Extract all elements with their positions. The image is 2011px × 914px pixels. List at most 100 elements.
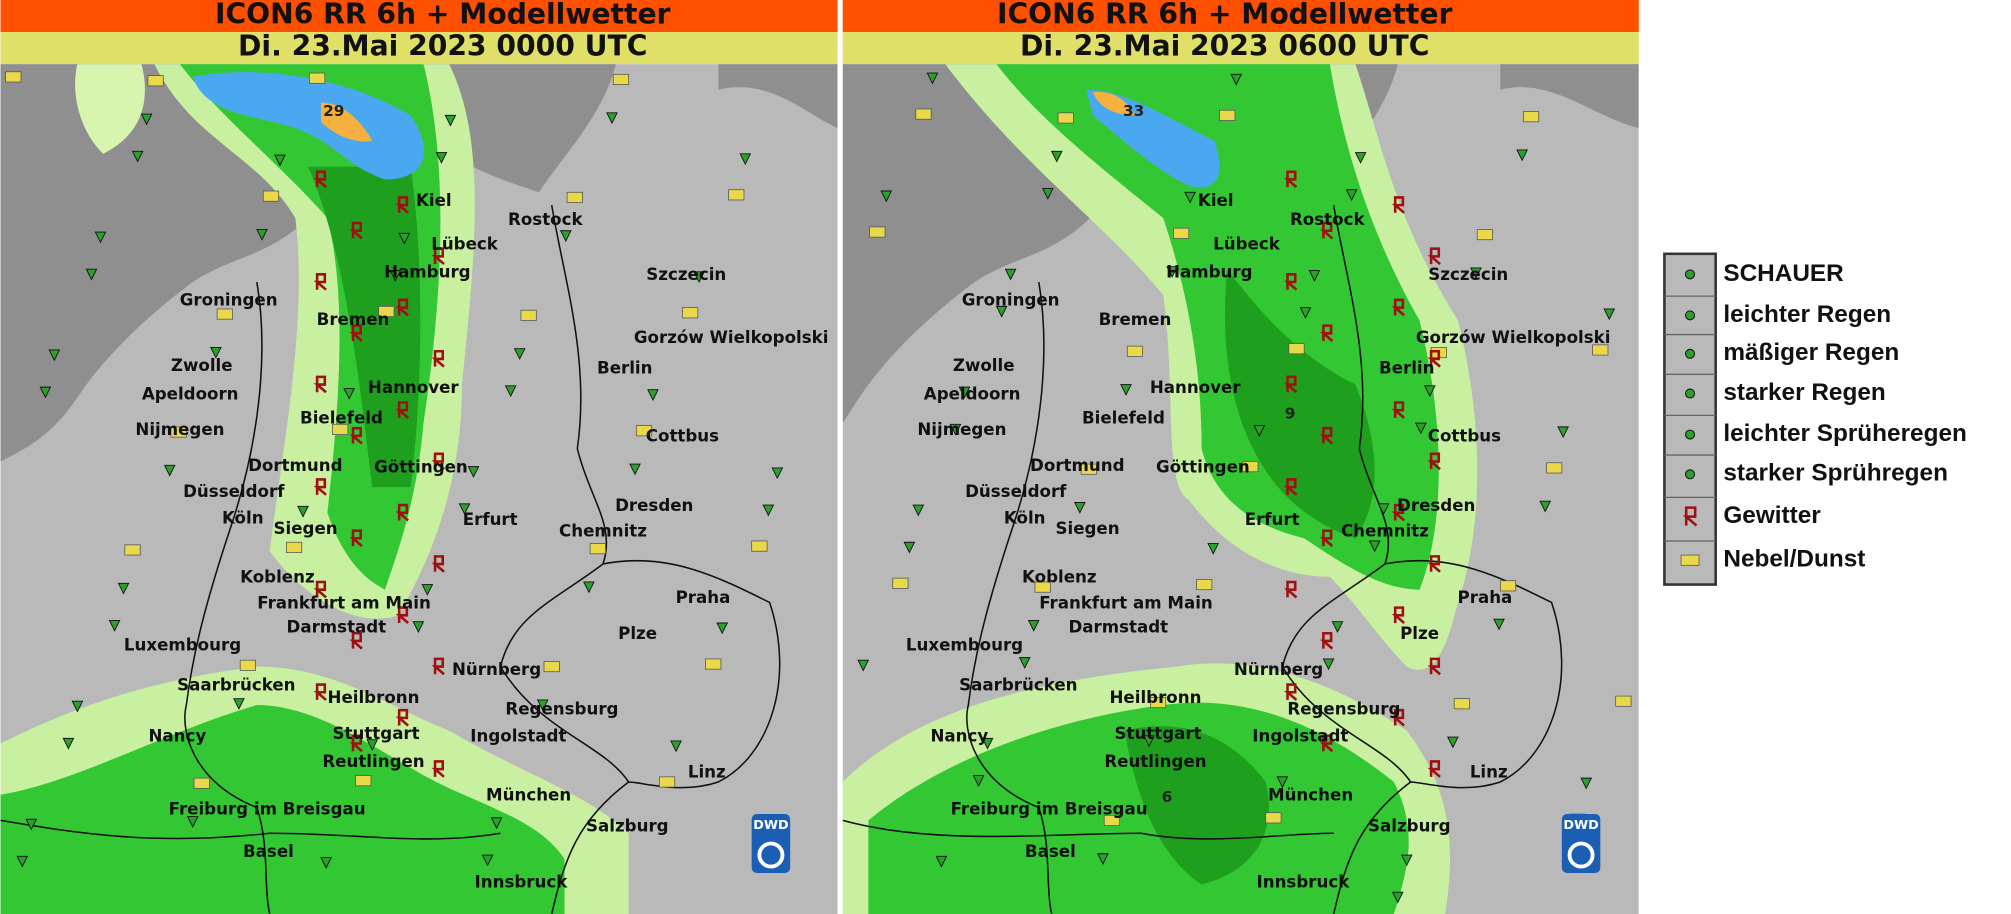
fog-symbol: [5, 71, 22, 83]
shower-symbol: [771, 467, 784, 480]
precip-light: [75, 64, 145, 154]
city-label: Hamburg: [384, 263, 470, 282]
legend-icon: [1685, 269, 1696, 280]
shower-symbol: [912, 504, 925, 517]
shower-symbol: [1184, 191, 1196, 204]
city-label: Groningen: [962, 291, 1060, 310]
shower-symbol: [140, 113, 153, 126]
shower-symbol: [1377, 503, 1390, 516]
city-label: Düsseldorf: [183, 482, 285, 501]
shower-symbol: [647, 389, 659, 401]
city-label: Ingolstadt: [1252, 727, 1348, 746]
max-value-label: 6: [1162, 788, 1173, 806]
precip-heavy: [1124, 726, 1269, 885]
shower-symbol: [117, 582, 130, 595]
shower-symbol: [209, 346, 222, 359]
panel-separator: [837, 0, 843, 914]
dwd-logo-text: DWD: [753, 818, 788, 833]
city-label: Luxembourg: [906, 636, 1023, 655]
border-line: [1384, 559, 1563, 789]
sea: [423, 64, 838, 193]
max-value-label: 33: [1123, 102, 1144, 120]
shower-symbol: [458, 503, 471, 516]
shower-symbol: [343, 387, 356, 400]
legend-label: leichter Regen: [1723, 301, 1891, 328]
thunder-symbol: [395, 503, 409, 522]
city-label: Nürnberg: [452, 660, 541, 679]
city-label: Rostock: [508, 210, 583, 229]
city-label: Reutlingen: [322, 752, 424, 771]
city-label: München: [1268, 786, 1353, 805]
shower-symbol: [926, 72, 939, 85]
shower-symbol: [481, 854, 494, 867]
legend-icon: [1685, 388, 1696, 399]
shower-symbol: [536, 699, 549, 712]
fog-symbol: [170, 426, 187, 438]
shower-symbol: [1027, 619, 1040, 632]
shower-symbol: [94, 231, 107, 244]
shower-symbol: [1345, 189, 1358, 201]
thunder-symbol: [1427, 349, 1441, 368]
fog-symbol: [705, 658, 722, 670]
shower-symbol: [108, 619, 121, 632]
city-label: Berlin: [597, 359, 652, 378]
city-label: Dortmund: [1030, 456, 1124, 475]
fog-symbol: [520, 309, 537, 321]
city-label: Düsseldorf: [965, 482, 1067, 501]
border-line: [966, 281, 1053, 914]
shower-symbol: [85, 268, 98, 281]
panel-title: ICON6 RR 6h + Modellwetter: [215, 0, 671, 30]
city-label: Cottbus: [646, 427, 719, 446]
thunder-symbol: [431, 247, 445, 266]
shower-symbol: [1120, 384, 1132, 396]
city-label: Gorzów Wielkopolski: [634, 328, 829, 347]
shower-symbol: [1400, 854, 1413, 867]
shower-symbol: [1018, 657, 1031, 669]
dwd-logo-swirl: [757, 841, 785, 869]
thunder-symbol: [1391, 298, 1406, 317]
shower-symbol: [1354, 152, 1367, 164]
fog-symbol: [1173, 227, 1190, 239]
legend-icon: [1685, 310, 1696, 321]
city-label: Salzburg: [586, 816, 669, 835]
legend-label: SCHAUER: [1723, 260, 1844, 287]
city-label: Apeldoorn: [142, 384, 239, 403]
shower-symbol: [71, 700, 84, 713]
precip-extreme: [1092, 91, 1135, 116]
shower-symbol: [1004, 268, 1017, 281]
thunder-symbol: [431, 657, 445, 676]
fog-symbol: [285, 541, 303, 553]
fog-symbol: [915, 108, 932, 120]
shower-symbol: [903, 541, 916, 554]
thunder-symbol: [1319, 324, 1334, 342]
border-line: [602, 559, 781, 789]
shower-symbol: [1041, 187, 1054, 200]
city-label: Salzburg: [1368, 816, 1451, 835]
city-label: Freiburg im Breisgau: [951, 800, 1148, 819]
city-label: Lübeck: [431, 234, 499, 253]
shower-symbol: [297, 505, 309, 518]
borders: [842, 204, 1563, 914]
city-label: Basel: [1025, 842, 1076, 861]
thunder-symbol: [1427, 760, 1441, 778]
city-label: Praha: [676, 588, 731, 607]
sea: [0, 64, 309, 462]
legend-label: starker Sprühregen: [1723, 460, 1948, 487]
city-label: Köln: [1004, 509, 1046, 528]
precip-extreme: [320, 102, 373, 142]
fog-symbol: [332, 423, 349, 435]
shower-symbol: [444, 114, 457, 127]
thunder-symbol: [349, 324, 363, 342]
shower-symbol: [1493, 618, 1505, 631]
legend-icon-column: [1663, 252, 1717, 586]
city-label: Bielefeld: [1082, 409, 1165, 428]
shower-symbol: [716, 622, 729, 635]
fog-symbol: [751, 540, 768, 552]
subtitle-bar: [0, 32, 1639, 65]
fog-symbol: [659, 776, 676, 788]
city-label: Bremen: [1099, 310, 1172, 329]
shower-symbol: [1322, 658, 1335, 671]
thunder-symbol: [349, 426, 363, 445]
fog-symbol: [1080, 463, 1097, 475]
thunder-symbol: [431, 555, 445, 573]
